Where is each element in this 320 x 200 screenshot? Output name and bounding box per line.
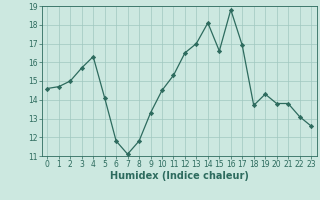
X-axis label: Humidex (Indice chaleur): Humidex (Indice chaleur): [110, 171, 249, 181]
